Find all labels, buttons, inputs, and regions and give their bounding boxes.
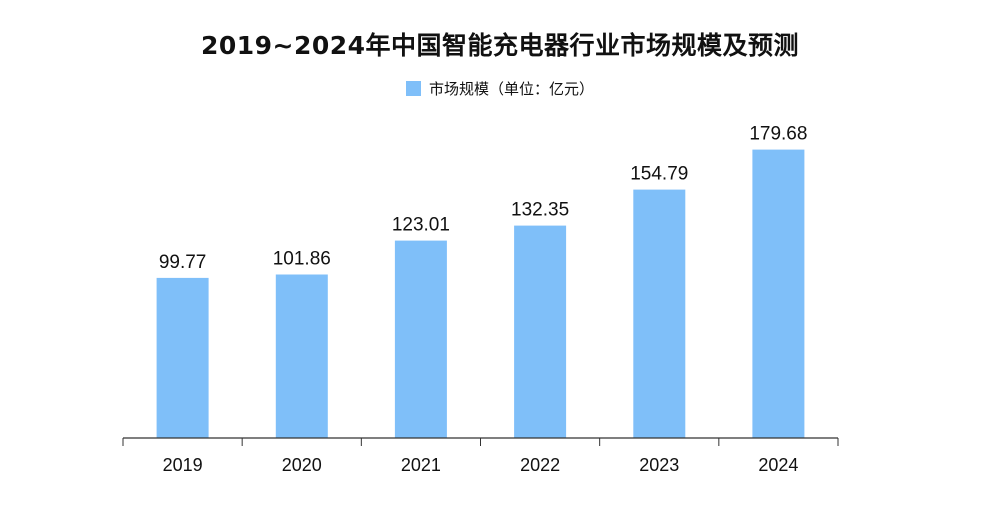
bar-2022 <box>514 225 567 438</box>
x-tick-label-2024: 2024 <box>758 455 798 475</box>
legend-swatch <box>405 81 421 96</box>
x-tick-label-2019: 2019 <box>163 455 203 475</box>
bar-2023 <box>633 189 686 438</box>
chart-title: 2019~2024年中国智能充电器行业市场规模及预测 <box>200 31 800 60</box>
x-tick-label-2023: 2023 <box>639 455 679 475</box>
bar-2020 <box>275 274 328 438</box>
data-label-2023: 154.79 <box>630 164 688 185</box>
bar-2024 <box>752 149 805 438</box>
legend: 市场规模（单位：亿元） <box>0 78 1000 99</box>
data-label-2024: 179.68 <box>749 124 807 145</box>
x-tick-label-2022: 2022 <box>520 455 560 475</box>
bar-2019 <box>156 277 209 438</box>
x-tick-label-2020: 2020 <box>282 455 322 475</box>
data-label-2019: 99.77 <box>159 252 207 273</box>
data-label-2022: 132.35 <box>511 200 569 221</box>
data-label-2021: 123.01 <box>392 215 450 236</box>
bar-2021 <box>394 240 447 438</box>
x-tick-label-2021: 2021 <box>401 455 441 475</box>
legend-label: 市场规模（单位：亿元） <box>428 80 594 98</box>
data-label-2020: 101.86 <box>273 249 331 270</box>
